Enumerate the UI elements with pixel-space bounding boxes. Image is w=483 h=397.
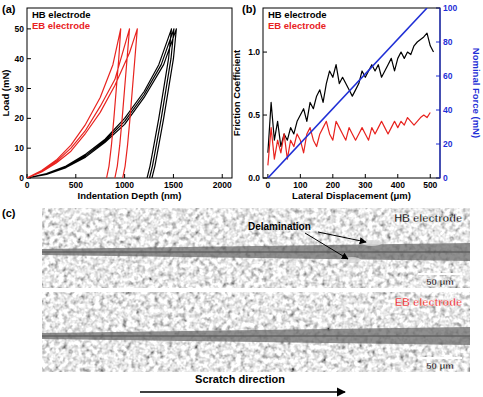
scale-bar bbox=[418, 357, 462, 359]
x-tick bbox=[124, 174, 125, 178]
y-tick bbox=[27, 28, 31, 29]
y-tick-label: 10 bbox=[15, 143, 25, 153]
x-tick bbox=[397, 174, 398, 178]
panel: (a) 0 500 1000 1500 2000 0 10 20 30 40 50 Indentatio… bbox=[0, 3, 232, 201]
micrograph: HB electrode Delamination 50 μm bbox=[42, 208, 470, 288]
y-tick-label: 0.0 bbox=[248, 173, 260, 183]
x-tick-label: 1500 bbox=[164, 180, 183, 190]
micrograph-texture bbox=[42, 292, 470, 372]
x-tick-label: 500 bbox=[69, 180, 83, 190]
micrograph-label: HB electrode bbox=[394, 212, 462, 224]
y-tick-label: 0.5 bbox=[248, 110, 260, 120]
legend-entry: EB electrode bbox=[268, 20, 326, 31]
micrograph-base bbox=[42, 208, 470, 288]
plot-frame bbox=[27, 8, 232, 178]
annotation: Delamination bbox=[248, 221, 311, 232]
x-tick-label: 500 bbox=[423, 180, 437, 190]
legend-entry: HB electrode bbox=[32, 9, 91, 20]
x-tick-label: 0 bbox=[25, 180, 30, 190]
y2-axis-label: Nominal Force (mN) bbox=[471, 48, 482, 138]
y-tick bbox=[27, 118, 31, 119]
x-axis-label: Lateral Displacement (μm) bbox=[292, 190, 411, 201]
data-area bbox=[27, 29, 176, 178]
panel-title: (c) bbox=[2, 207, 16, 219]
series-line bbox=[268, 113, 430, 166]
annotation-arrow bbox=[318, 232, 366, 242]
x-tick bbox=[75, 174, 76, 178]
y2-axis bbox=[439, 8, 440, 178]
y2-tick-label: 100 bbox=[443, 3, 457, 13]
y-tick bbox=[263, 52, 267, 53]
scratch-center bbox=[42, 251, 470, 253]
micrograph-label: EB electrode bbox=[395, 296, 462, 308]
x-tick-label: 200 bbox=[326, 180, 340, 190]
scale-bar-label: 50 μm bbox=[426, 360, 453, 371]
series-line bbox=[27, 29, 137, 178]
x-tick-label: 300 bbox=[358, 180, 372, 190]
y-tick-label: 40 bbox=[15, 54, 25, 64]
plot-frame bbox=[263, 8, 440, 178]
annotation-arrow bbox=[305, 233, 348, 259]
y2-tick-label: 20 bbox=[443, 139, 453, 149]
legend-entry: EB electrode bbox=[32, 20, 90, 31]
x-tick-label: 400 bbox=[391, 180, 405, 190]
x-tick-label: 1000 bbox=[115, 180, 134, 190]
x-tick bbox=[430, 174, 431, 178]
y-tick bbox=[263, 115, 267, 116]
data-area bbox=[268, 8, 434, 178]
y-tick bbox=[27, 88, 31, 89]
delamination-spot bbox=[362, 240, 382, 246]
y-tick-label: 0 bbox=[19, 173, 24, 183]
y-tick bbox=[27, 58, 31, 59]
x-axis-label: Indentation Depth (nm) bbox=[78, 190, 182, 201]
legend-entry: HB electrode bbox=[268, 9, 327, 20]
y-tick-label: 20 bbox=[15, 113, 25, 123]
scale-bar bbox=[418, 273, 462, 275]
panel-c: (c)HB electrodeDelamination50 μmEB elect… bbox=[2, 207, 470, 392]
scratch-track bbox=[42, 327, 470, 345]
scratch-track bbox=[42, 243, 470, 261]
micrograph-base bbox=[42, 292, 470, 372]
x-tick bbox=[365, 174, 366, 178]
series-line bbox=[268, 8, 427, 178]
y2-tick-label: 80 bbox=[443, 37, 453, 47]
x-tick-label: 100 bbox=[293, 180, 307, 190]
y-tick-label: 1.0 bbox=[248, 47, 260, 57]
micrograph: EB electrode 50 μm bbox=[42, 292, 470, 372]
figure: (a)050010001500200001020304050Indentatio… bbox=[0, 0, 483, 397]
y-axis-label: Load (mN) bbox=[0, 70, 11, 117]
direction-arrow bbox=[140, 391, 345, 392]
x-tick bbox=[222, 174, 223, 178]
series-line bbox=[27, 29, 176, 178]
y-tick-label: 30 bbox=[15, 84, 25, 94]
scratch-center bbox=[42, 335, 470, 337]
y-tick-label: 50 bbox=[15, 24, 25, 34]
x-tick-label: 0 bbox=[266, 180, 271, 190]
y-axis-label: Friction Coefficient bbox=[231, 49, 242, 136]
y2-tick-label: 0 bbox=[443, 173, 448, 183]
scale-bar-label: 50 μm bbox=[426, 276, 453, 287]
series-line bbox=[268, 33, 434, 153]
x-tick bbox=[173, 174, 174, 178]
micrograph-texture bbox=[42, 208, 470, 288]
y2-tick-label: 60 bbox=[443, 71, 453, 81]
x-tick bbox=[332, 174, 333, 178]
panel: (b) 0 100 200 300 400 500 0.0 0.5 1.0 0 20 40 60 80 100… bbox=[231, 3, 482, 201]
y-tick bbox=[27, 148, 31, 149]
x-tick-label: 2000 bbox=[213, 180, 232, 190]
caption: Scratch direction bbox=[195, 373, 285, 385]
panel-title: (a) bbox=[2, 3, 16, 15]
x-tick bbox=[300, 174, 301, 178]
panel-title: (b) bbox=[242, 3, 256, 15]
y2-tick-label: 40 bbox=[443, 105, 453, 115]
